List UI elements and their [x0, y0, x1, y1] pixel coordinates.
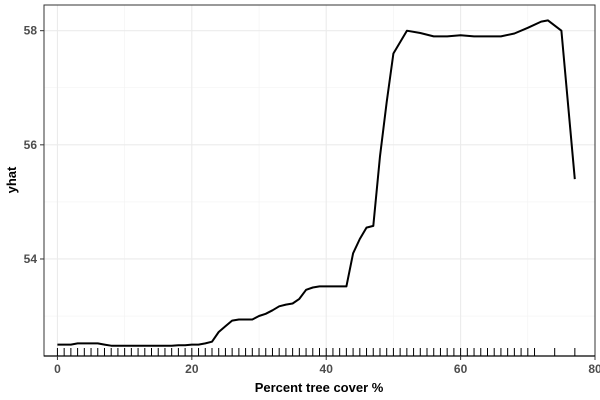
- x-axis-title: Percent tree cover %: [255, 380, 384, 395]
- series-line: [57, 19, 576, 347]
- plot-panel: [44, 5, 595, 356]
- x-tick-label: 20: [185, 362, 199, 376]
- x-tick-label: 80: [588, 362, 600, 376]
- x-tick-label: 0: [54, 362, 61, 376]
- series-layer: [57, 19, 576, 347]
- axes: [40, 4, 596, 360]
- gridlines: [44, 5, 595, 356]
- y-axis-title: yhat: [4, 166, 19, 193]
- y-tick-label: 54: [24, 252, 38, 266]
- tick-labels: 0 20 40 60 80 54 56 58: [24, 24, 600, 376]
- rug-marks: [56, 348, 576, 356]
- x-tick-label: 40: [320, 362, 334, 376]
- y-tick-label: 56: [24, 138, 38, 152]
- x-tick-label: 60: [454, 362, 468, 376]
- y-tick-label: 58: [24, 24, 38, 38]
